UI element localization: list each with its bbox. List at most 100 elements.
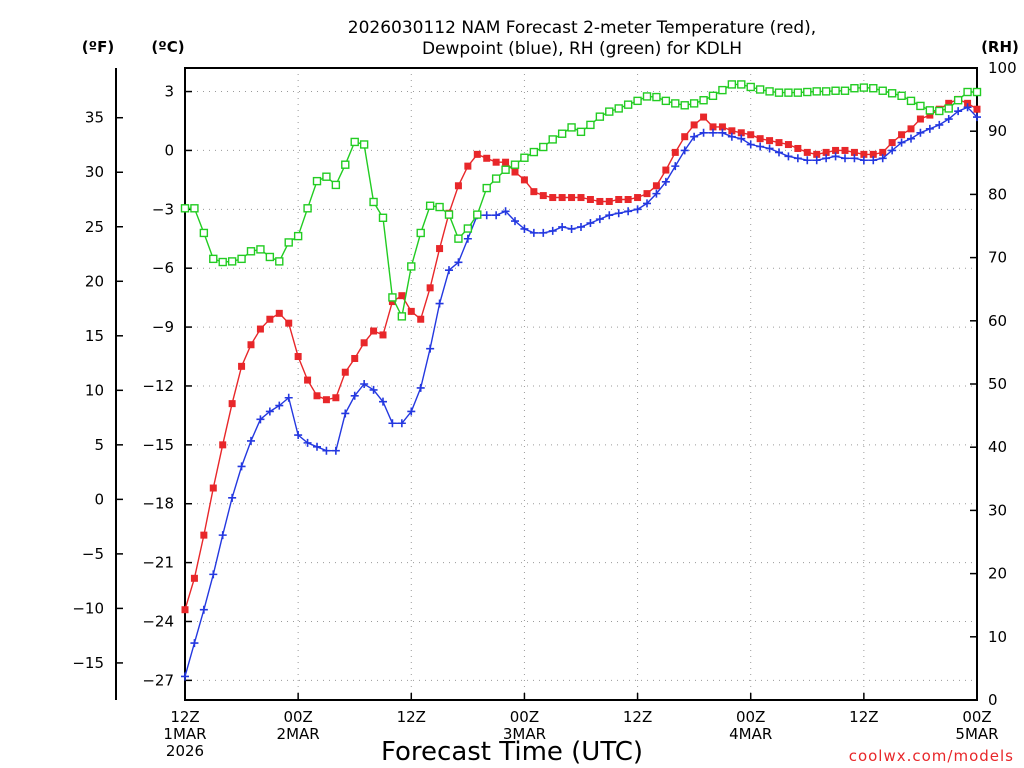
temperature-point bbox=[492, 158, 500, 166]
dewpoint-point bbox=[831, 152, 840, 161]
rh-point bbox=[972, 87, 982, 97]
rh-point bbox=[605, 107, 614, 116]
temperature-point bbox=[436, 245, 444, 253]
dewpoint-point bbox=[397, 419, 406, 428]
dewpoint-point bbox=[529, 228, 538, 237]
rh-point bbox=[963, 87, 972, 97]
rh-point bbox=[407, 262, 416, 271]
temperature-point bbox=[879, 148, 887, 156]
rh-tick-label: 40 bbox=[988, 438, 1007, 456]
rh-axis-ticks: 0 10 20 30 40 50 60 70 80 90 100 bbox=[970, 59, 1017, 709]
temperature-point bbox=[700, 113, 708, 121]
time-tick-label: 12Z bbox=[623, 708, 652, 726]
rh-point bbox=[557, 129, 567, 138]
rh-point bbox=[359, 140, 369, 149]
temperature-point bbox=[200, 531, 208, 539]
dewpoint-point bbox=[190, 639, 199, 648]
rh-point bbox=[887, 89, 897, 98]
temperature-point bbox=[511, 168, 519, 176]
temperature-point bbox=[916, 115, 924, 123]
rh-point bbox=[180, 204, 190, 213]
rh-point bbox=[689, 99, 699, 108]
rh-tick-label: 50 bbox=[988, 375, 1007, 393]
dewpoint-point bbox=[944, 115, 953, 124]
dewpoint-point bbox=[888, 146, 897, 155]
celsius-tick-label: −3 bbox=[152, 200, 174, 218]
fahrenheit-axis-ticks: 35 30 25 20 15 10 5 0 −5 −10 −15 bbox=[72, 109, 123, 672]
dewpoint-point bbox=[265, 407, 274, 416]
temperature-point bbox=[652, 182, 660, 190]
temperature-point bbox=[266, 315, 274, 323]
temperature-point bbox=[586, 196, 594, 204]
rh-point bbox=[727, 80, 737, 89]
rh-tick-label: 20 bbox=[988, 565, 1007, 583]
rh-point bbox=[916, 101, 925, 111]
dewpoint-point bbox=[209, 570, 218, 579]
rh-point bbox=[765, 87, 774, 96]
time-tick-label: 2MAR bbox=[277, 725, 320, 743]
rh-point bbox=[746, 82, 755, 92]
fahrenheit-tick-label: 15 bbox=[85, 327, 104, 345]
dewpoint-point bbox=[548, 226, 557, 235]
dewpoint-point bbox=[643, 199, 651, 208]
rh-point bbox=[529, 147, 539, 157]
time-tick-label: 12Z bbox=[170, 708, 199, 726]
time-tick-label: 00Z bbox=[736, 708, 765, 726]
temperature-point bbox=[294, 353, 302, 361]
rh-point bbox=[642, 92, 652, 101]
rh-point bbox=[850, 84, 859, 93]
temperature-point bbox=[973, 105, 981, 113]
fahrenheit-tick-label: −10 bbox=[72, 599, 104, 617]
dewpoint-point bbox=[661, 177, 670, 186]
rh-point bbox=[482, 183, 491, 193]
rh-point bbox=[303, 204, 312, 213]
dewpoint-point bbox=[577, 222, 585, 231]
temperature-point bbox=[568, 194, 576, 202]
dewpoint-point bbox=[878, 154, 887, 163]
rh-point bbox=[209, 254, 218, 264]
dewpoint-point bbox=[482, 211, 491, 220]
dewpoint-point bbox=[416, 383, 425, 392]
dewpoint-point bbox=[218, 531, 227, 540]
fahrenheit-tick-label: 25 bbox=[85, 218, 104, 236]
temperature-point bbox=[634, 194, 642, 202]
rh-point bbox=[218, 257, 227, 267]
celsius-tick-label: −21 bbox=[142, 554, 174, 572]
rh-point bbox=[576, 127, 586, 137]
rh-point bbox=[793, 88, 803, 97]
rh-point bbox=[425, 201, 435, 210]
temperature-point bbox=[794, 144, 802, 152]
rh-point bbox=[840, 86, 850, 95]
dewpoint-point bbox=[237, 462, 246, 471]
dewpoint-point bbox=[181, 672, 189, 681]
celsius-tick-label: −18 bbox=[142, 495, 174, 513]
rh-point bbox=[275, 257, 284, 266]
temperature-point bbox=[766, 137, 774, 145]
rh-point bbox=[284, 238, 293, 247]
dewpoint-point bbox=[803, 156, 812, 165]
dewpoint-point bbox=[294, 431, 303, 440]
temperature-point bbox=[341, 368, 349, 376]
rh-tick-label: 10 bbox=[988, 628, 1007, 646]
dewpoint-point bbox=[445, 266, 453, 275]
fahrenheit-tick-label: 20 bbox=[85, 272, 104, 290]
dewpoint-point bbox=[492, 211, 501, 220]
celsius-tick-label: −24 bbox=[142, 612, 174, 630]
temperature-point bbox=[219, 441, 227, 449]
dewpoint-point bbox=[256, 415, 265, 424]
celsius-tick-label: 3 bbox=[164, 83, 174, 101]
temperature-point bbox=[370, 327, 378, 335]
rh-tick-label: 100 bbox=[988, 59, 1017, 77]
dewpoint-point bbox=[228, 493, 237, 502]
dewpoint-point bbox=[963, 103, 972, 112]
rh-point bbox=[586, 120, 595, 130]
temperature-point bbox=[190, 574, 198, 582]
temperature-point bbox=[454, 182, 462, 190]
time-tick-label: 00Z bbox=[962, 708, 991, 726]
rh-point bbox=[671, 99, 680, 108]
temperature-point bbox=[728, 127, 736, 135]
rh-point bbox=[501, 165, 510, 174]
dewpoint-point bbox=[501, 207, 510, 216]
dewpoint-point bbox=[379, 397, 387, 406]
temperature-point bbox=[332, 394, 340, 402]
